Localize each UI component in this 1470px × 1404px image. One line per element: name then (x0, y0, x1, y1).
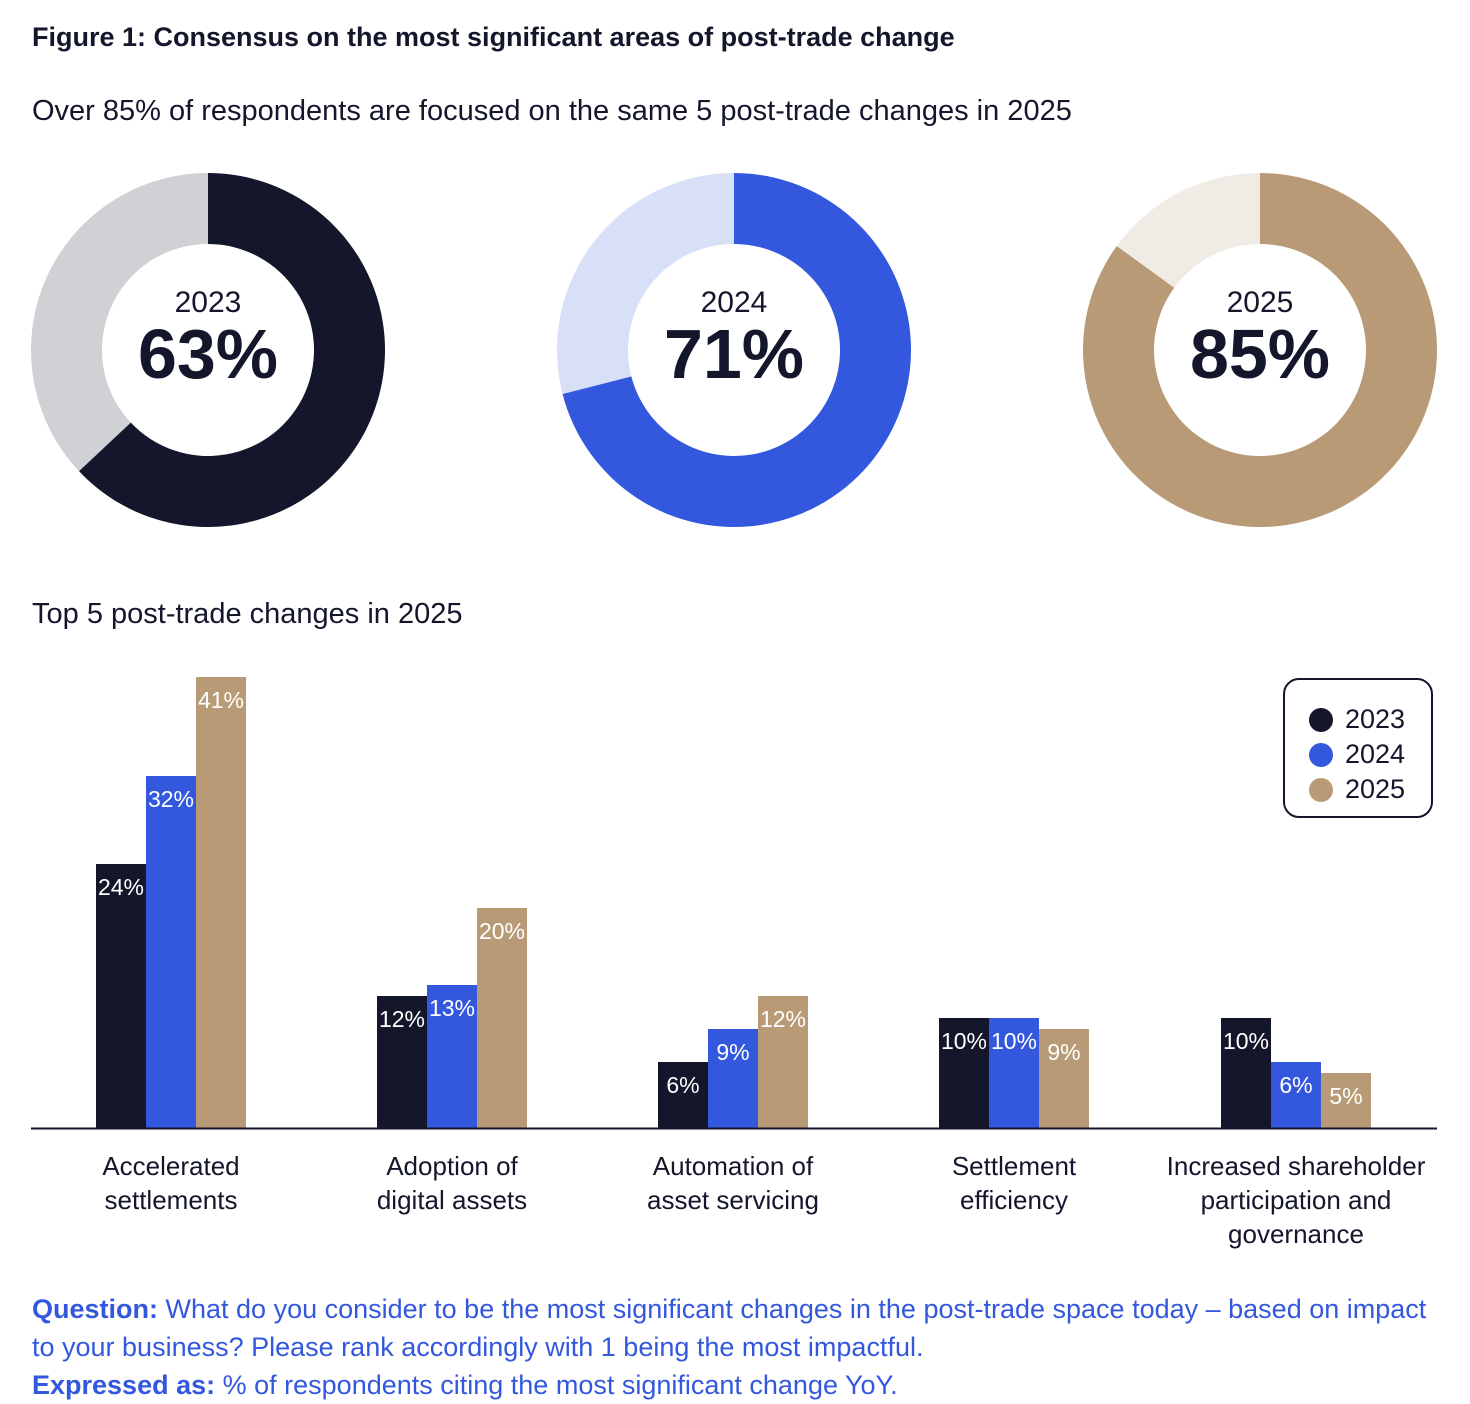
legend-swatch-2023 (1309, 707, 1333, 732)
bar-2023 (377, 996, 427, 1128)
donut-slice-remainder (31, 173, 208, 472)
bar-2024 (1271, 1062, 1321, 1128)
bar-value-label: 10% (991, 1028, 1037, 1054)
legend-swatch-2025 (1309, 777, 1333, 802)
bar-group: 6% 9% 12% (658, 996, 808, 1128)
category-label: Settlement (952, 1151, 1077, 1181)
donut-slice-remainder (1116, 173, 1260, 288)
donut-value-label: 85% (1190, 315, 1330, 393)
bar-2025 (1321, 1073, 1371, 1128)
bar-value-label: 6% (1279, 1072, 1312, 1098)
bar-value-label: 41% (198, 687, 244, 713)
legend-label: 2025 (1345, 774, 1406, 804)
expressed-text: % of respondents citing the most signifi… (222, 1370, 898, 1400)
category-label: Adoption of (386, 1151, 518, 1181)
legend-item-2025: 2025 (1309, 772, 1431, 807)
bar-value-label: 13% (429, 995, 475, 1021)
category-label: governance (1228, 1219, 1364, 1249)
category-label: asset servicing (647, 1185, 819, 1215)
legend-label: 2024 (1345, 739, 1406, 769)
donut-year-label: 2025 (1227, 286, 1294, 319)
expressed-label: Expressed as: (32, 1370, 216, 1400)
donut-year-label: 2023 (175, 286, 242, 319)
bar-2024 (146, 776, 196, 1128)
bar-value-label: 5% (1329, 1083, 1362, 1109)
category-label: Increased shareholder (1167, 1151, 1426, 1181)
category-label: Accelerated (102, 1151, 239, 1181)
bar-group: 24% 32% 41% (96, 677, 246, 1128)
bar-value-label: 12% (379, 1006, 425, 1032)
bar-2023 (96, 864, 146, 1128)
bar-2023 (939, 1018, 989, 1128)
expressed-line: Expressed as: % of respondents citing th… (32, 1366, 1452, 1404)
bar-2025 (196, 677, 246, 1128)
category-label: efficiency (960, 1185, 1068, 1215)
legend-item-2023: 2023 (1309, 702, 1431, 737)
question-line: Question: What do you consider to be the… (32, 1290, 1452, 1366)
bar-group: 10% 6% 5% (1221, 1018, 1371, 1128)
donut-value-label: 63% (138, 315, 278, 393)
donut-slice-remainder (557, 173, 734, 395)
donut-slice-share (562, 173, 911, 527)
bar-value-label: 10% (1223, 1028, 1269, 1054)
bar-2024 (708, 1029, 758, 1128)
question-text: What do you consider to be the most sign… (32, 1294, 1427, 1362)
category-label: digital assets (377, 1185, 527, 1215)
bar-2024 (427, 985, 477, 1128)
legend-item-2024: 2024 (1309, 737, 1431, 772)
bar-value-label: 10% (941, 1028, 987, 1054)
bar-group: 10% 10% 9% (939, 1018, 1089, 1128)
category-label: settlements (105, 1185, 238, 1215)
bar-value-label: 20% (479, 918, 525, 944)
bar-2025 (1039, 1029, 1089, 1128)
bar-group: 12% 13% 20% (377, 908, 527, 1128)
category-label: Automation of (653, 1151, 814, 1181)
legend-label: 2023 (1345, 704, 1406, 734)
bar-value-label: 9% (1047, 1039, 1080, 1065)
donut-slice-share (1083, 173, 1437, 527)
bar-2024 (989, 1018, 1039, 1128)
bar-chart-title: Top 5 post-trade changes in 2025 (32, 598, 463, 630)
bar-value-label: 9% (716, 1039, 749, 1065)
bar-2023 (1221, 1018, 1271, 1128)
bar-2025 (758, 996, 808, 1128)
bar-2025 (477, 908, 527, 1128)
figure-subtitle: Over 85% of respondents are focused on t… (32, 95, 1072, 127)
legend-swatch-2024 (1309, 742, 1333, 767)
donut-year-label: 2024 (701, 286, 768, 319)
bar-value-label: 6% (666, 1072, 699, 1098)
bar-value-label: 24% (98, 874, 144, 900)
donut-slice-share (78, 173, 385, 527)
category-label: participation and (1201, 1185, 1392, 1215)
bar-2023 (658, 1062, 708, 1128)
bar-value-label: 12% (760, 1006, 806, 1032)
bar-value-label: 32% (148, 786, 194, 812)
question-label: Question: (32, 1294, 158, 1324)
donut-value-label: 71% (664, 315, 804, 393)
figure-title: Figure 1: Consensus on the most signific… (32, 22, 955, 52)
footnote: Question: What do you consider to be the… (32, 1290, 1452, 1404)
chart-legend: 2023 2024 2025 (1283, 678, 1433, 818)
